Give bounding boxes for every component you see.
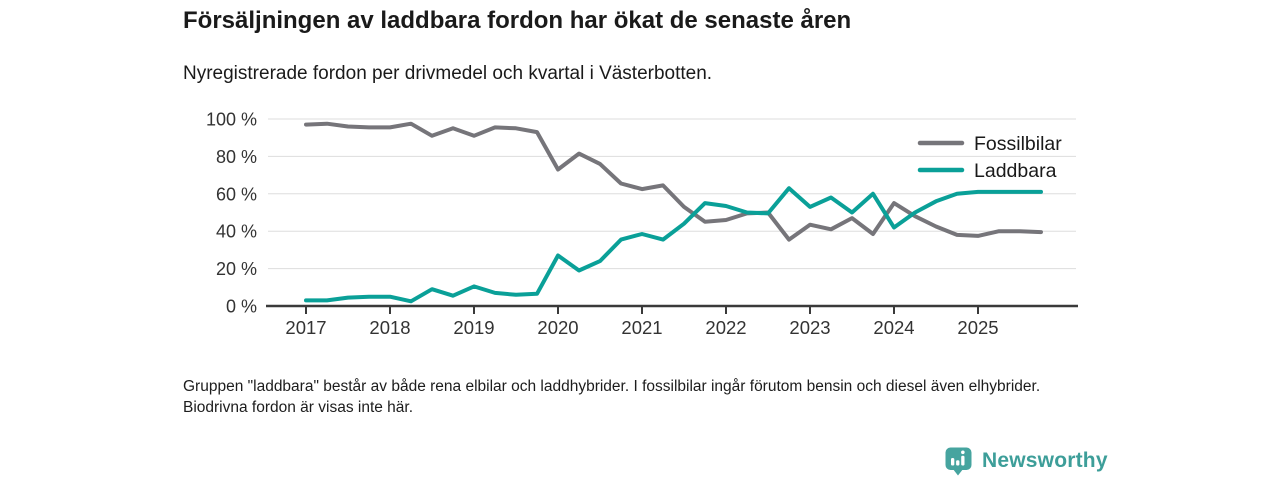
chart-subtitle: Nyregistrerade fordon per drivmedel och … (183, 63, 713, 84)
x-tick-label: 2018 (369, 317, 410, 338)
x-tick-label: 2024 (873, 317, 914, 338)
x-tick-label: 2023 (789, 317, 830, 338)
y-tick-label: 40 % (216, 222, 257, 242)
x-tick-label: 2025 (957, 317, 998, 338)
x-tick-label: 2019 (453, 317, 494, 338)
legend-label-fossilbilar: Fossilbilar (974, 133, 1062, 155)
newsworthy-logo: Newsworthy (944, 445, 1108, 477)
y-tick-label: 100 % (206, 110, 257, 130)
y-tick-label: 20 % (216, 259, 257, 279)
chart-canvas: 0 % 20 % 40 % 60 % 80 % 100 % 2017 2018 2019 2020… (206, 110, 1078, 338)
chart-title: Försäljningen av laddbara fordon har öka… (183, 7, 852, 34)
chart-line-laddbara (304, 186, 1043, 304)
y-tick-label: 0 % (226, 297, 257, 317)
newsworthy-logo-text: Newsworthy (982, 449, 1108, 472)
line-chart: 0 % 20 % 40 % 60 % 80 % 100 % 2017 2018 2019 2020… (180, 98, 1100, 348)
bar-chart-badge-icon (945, 447, 972, 475)
x-tick-label: 2021 (621, 317, 662, 338)
x-tick-label: 2017 (285, 317, 326, 338)
x-tick-label: 2020 (537, 317, 578, 338)
x-tick-label: 2022 (705, 317, 746, 338)
legend-label-laddbara: Laddbara (974, 160, 1057, 182)
chart-footnote: Gruppen "laddbara" består av både rena e… (183, 378, 1041, 417)
y-tick-label: 80 % (216, 147, 257, 167)
y-tick-label: 60 % (216, 184, 257, 204)
chart-line-fossilbilar (304, 121, 1043, 242)
